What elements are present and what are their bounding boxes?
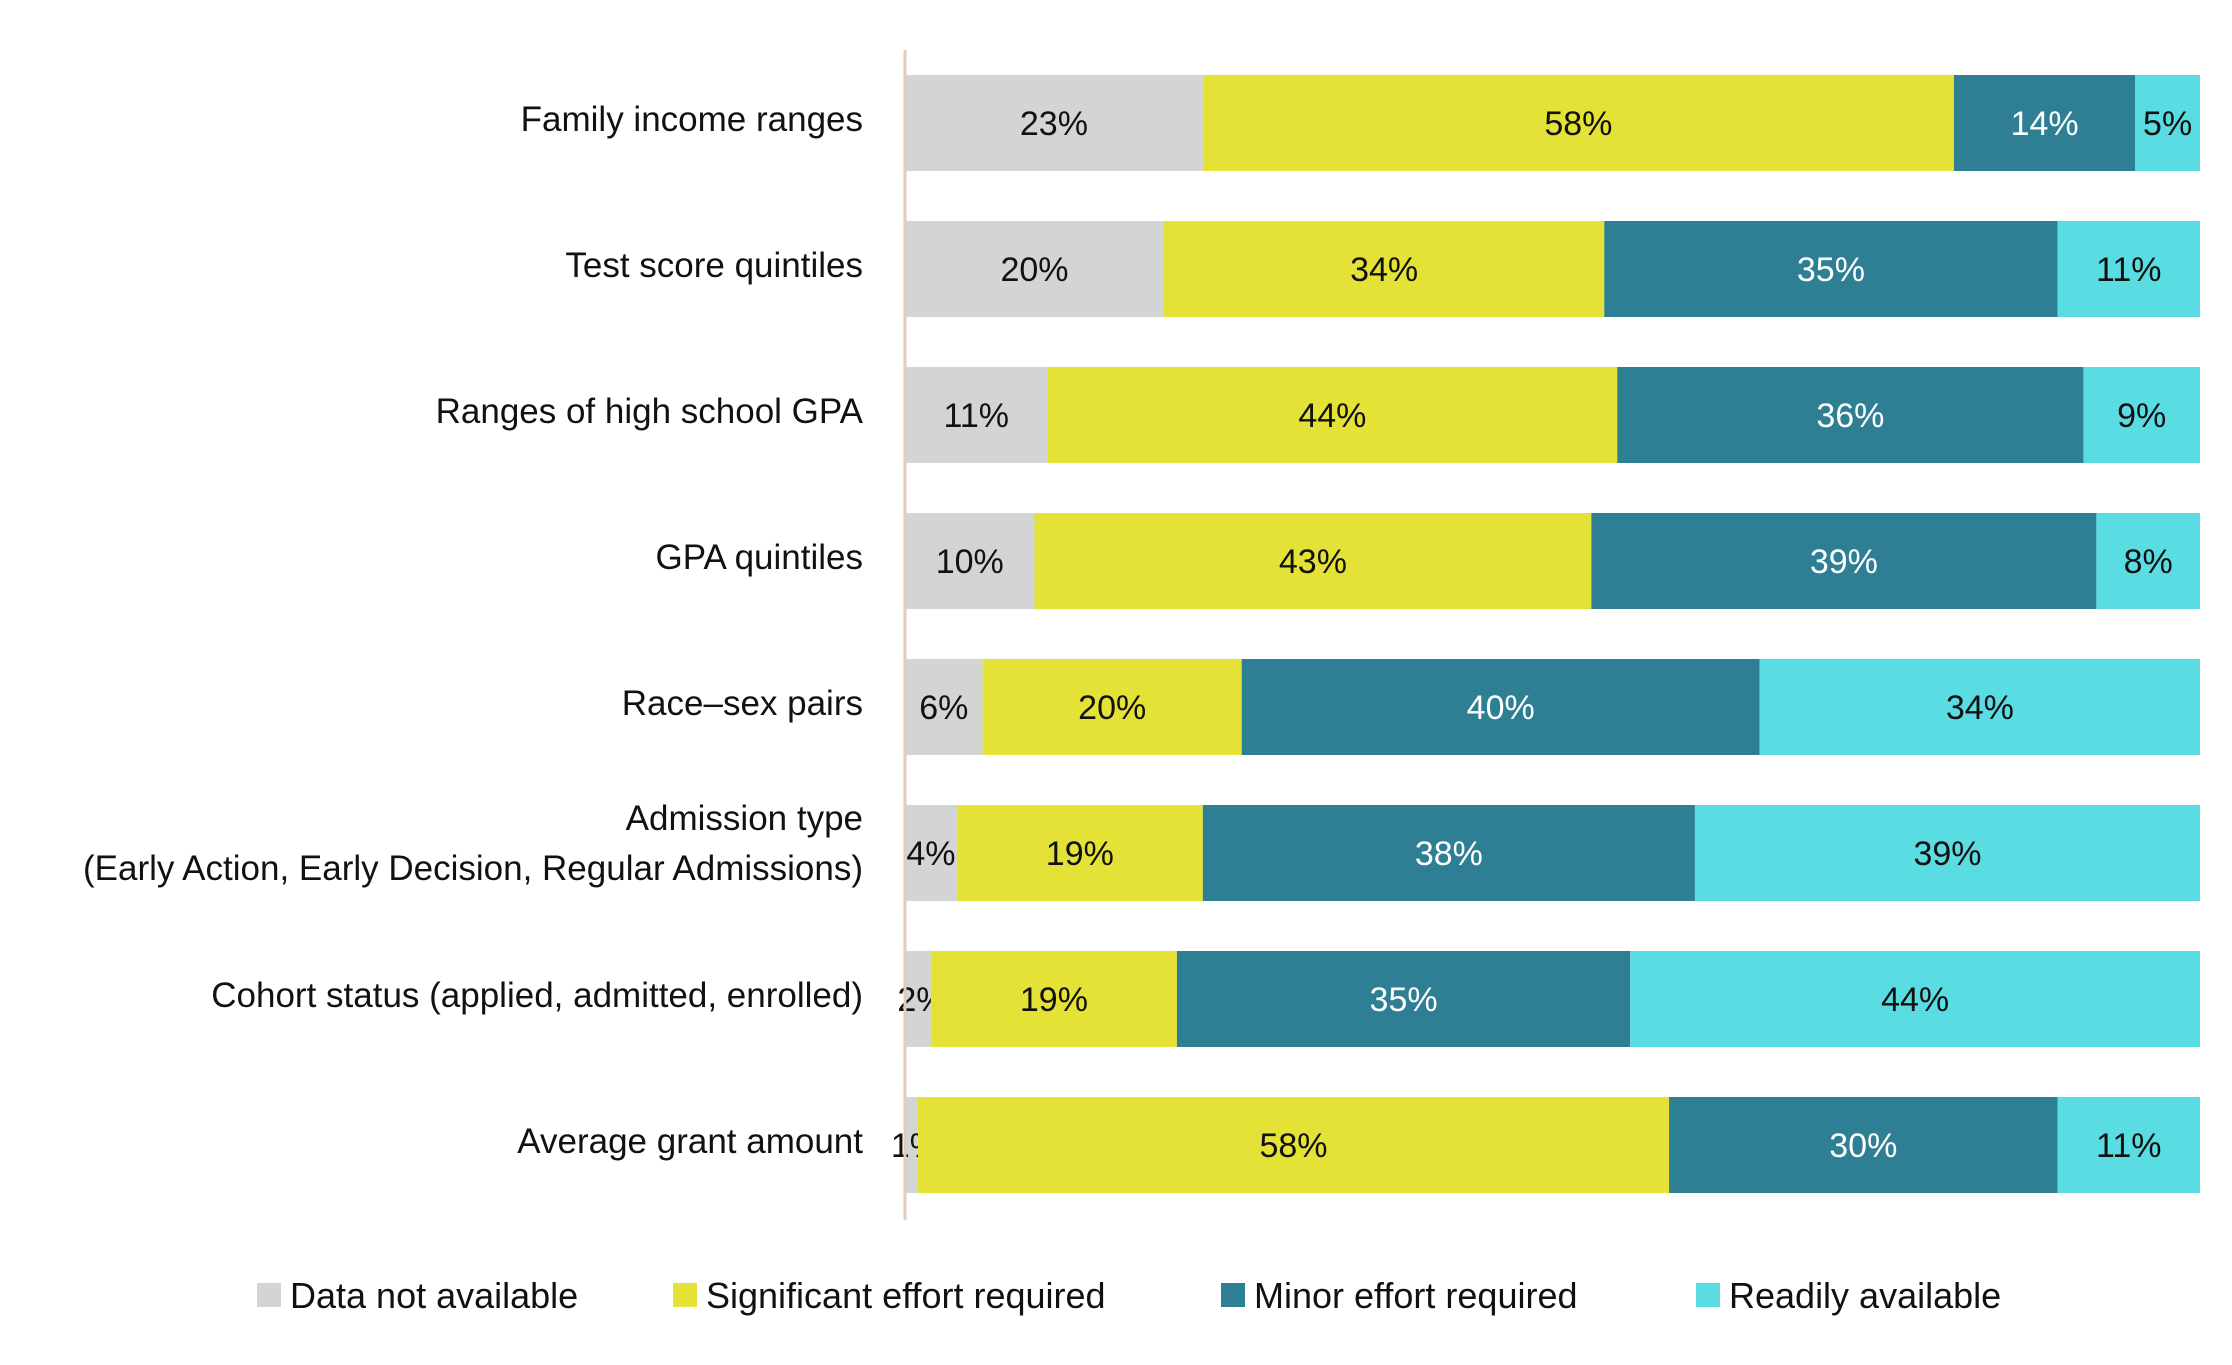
bar-value-label: 11% — [2096, 1127, 2162, 1165]
bar-segment — [905, 805, 957, 901]
bar-segment — [930, 951, 1177, 1047]
bar-value-label: 40% — [1467, 689, 1535, 727]
bar-segment — [2057, 1097, 2200, 1193]
bar-segment — [2096, 513, 2200, 609]
bar-value-label: 5% — [2143, 105, 2192, 143]
bar-segment — [917, 1097, 1670, 1193]
bar-segment — [905, 513, 1035, 609]
category-label: GPA quintiles — [655, 538, 863, 577]
bar-value-label: 20% — [1000, 251, 1068, 289]
bar-segment — [1669, 1097, 2058, 1193]
bar-segment — [1604, 221, 2058, 317]
legend-label: Minor effort required — [1254, 1275, 1578, 1316]
bar-segment — [1617, 367, 2084, 463]
legend: Data not available Significant effort req… — [257, 1275, 2001, 1316]
bar-segment — [2135, 75, 2200, 171]
bar-value-label: 20% — [1078, 689, 1146, 727]
bar-segment — [2083, 367, 2200, 463]
category-label: Family income ranges — [521, 100, 863, 139]
bar-segment — [1202, 75, 1954, 171]
bar-segment — [1591, 513, 2097, 609]
bar-segment — [1241, 659, 1760, 755]
bar-value-label: 11% — [2096, 251, 2162, 289]
category-label: Average grant amount — [517, 1122, 863, 1161]
bar-segment — [1953, 75, 2136, 171]
bar-segment — [1759, 659, 2200, 755]
legend-label: Data not available — [290, 1275, 578, 1316]
category-label: Ranges of high school GPA — [436, 392, 864, 431]
bars-group: 23% 58% 14% 5% 20% 34% 35% 11% 11% 44% 36% 9% 10% 43%… — [891, 75, 2200, 1193]
bar-value-label: 23% — [1020, 105, 1088, 143]
legend-swatch — [1221, 1283, 1245, 1307]
bar-value-label: 10% — [936, 543, 1004, 581]
category-labels: Family income ranges Test score quintiles… — [83, 100, 864, 1161]
bar-segment — [905, 75, 1203, 171]
bar-value-label: 36% — [1816, 397, 1884, 435]
bar-segment — [1202, 805, 1695, 901]
legend-label: Significant effort required — [706, 1275, 1106, 1316]
bar-segment — [2057, 221, 2200, 317]
bar-segment — [956, 805, 1203, 901]
bar-segment — [905, 951, 931, 1047]
category-label: Cohort status (applied, admitted, enroll… — [211, 976, 863, 1015]
category-label: Test score quintiles — [565, 246, 863, 285]
bar-segment — [905, 659, 983, 755]
bar-value-label: 58% — [1259, 1127, 1327, 1165]
bar-segment — [982, 659, 1242, 755]
bar-value-label: 39% — [1810, 543, 1878, 581]
bar-segment — [905, 1097, 918, 1193]
bar-value-label: 44% — [1881, 981, 1949, 1019]
bar-segment — [1630, 951, 2200, 1047]
bar-segment — [1047, 367, 1618, 463]
category-label: Admission type — [626, 799, 863, 838]
bar-value-label: 39% — [1913, 835, 1981, 873]
bar-value-label: 19% — [1046, 835, 1114, 873]
bar-value-label: 34% — [1350, 251, 1418, 289]
legend-swatch — [673, 1283, 697, 1307]
bar-value-label: 44% — [1298, 397, 1366, 435]
bar-value-label: 35% — [1370, 981, 1438, 1019]
legend-label: Readily available — [1729, 1275, 2001, 1316]
bar-value-label: 8% — [2124, 543, 2173, 581]
bar-value-label: 43% — [1279, 543, 1347, 581]
bar-segment — [1034, 513, 1592, 609]
bar-value-label: 34% — [1946, 689, 2014, 727]
bar-segment — [1164, 221, 1605, 317]
bar-value-label: 11% — [943, 397, 1009, 435]
bar-value-label: 35% — [1797, 251, 1865, 289]
bar-value-label: 14% — [2011, 105, 2079, 143]
bar-segment — [905, 367, 1048, 463]
legend-swatch — [257, 1283, 281, 1307]
bar-value-label: 4% — [906, 835, 955, 873]
category-label: Race–sex pairs — [622, 684, 863, 723]
category-label: (Early Action, Early Decision, Regular A… — [83, 849, 863, 888]
bar-segment — [1694, 805, 2200, 901]
legend-swatch — [1696, 1283, 1720, 1307]
bar-segment — [905, 221, 1164, 317]
bar-value-label: 38% — [1415, 835, 1483, 873]
bar-value-label: 30% — [1829, 1127, 1897, 1165]
bar-value-label: 58% — [1544, 105, 1612, 143]
bar-value-label: 19% — [1020, 981, 1088, 1019]
bar-segment — [1176, 951, 1631, 1047]
bar-value-label: 9% — [2117, 397, 2166, 435]
bar-value-label: 6% — [919, 689, 968, 727]
